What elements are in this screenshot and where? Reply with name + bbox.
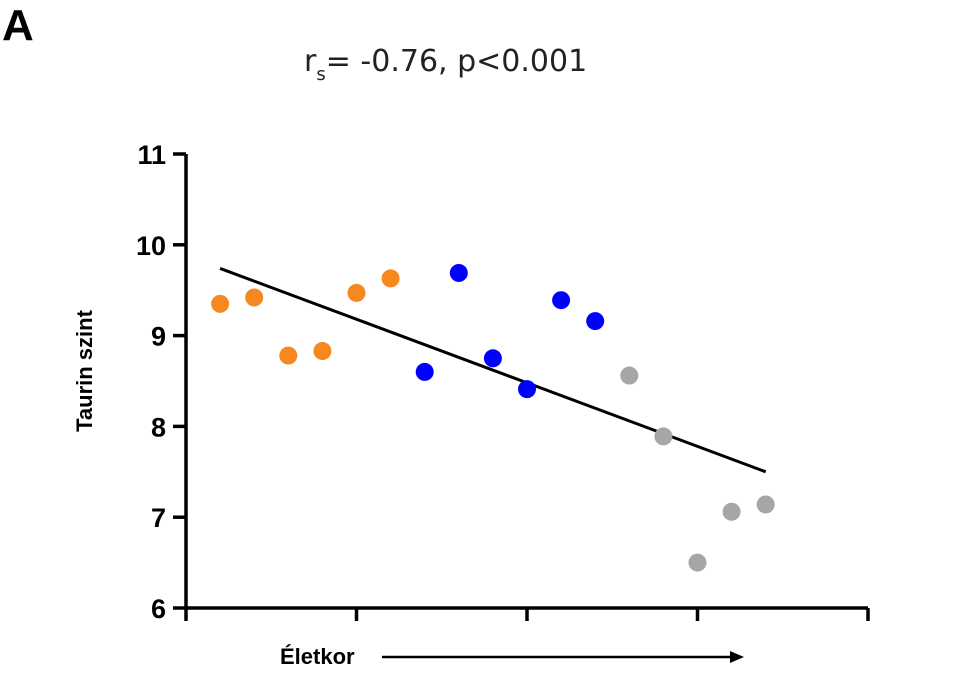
y-tick-label: 9	[151, 322, 166, 352]
data-point	[313, 342, 332, 361]
data-point	[483, 349, 502, 368]
chart-title: rs= -0.76, p<0.001	[304, 44, 587, 85]
title-rest: = -0.76, p<0.001	[326, 44, 587, 79]
title-r: r	[304, 44, 317, 79]
data-points	[211, 263, 775, 572]
data-point	[415, 362, 434, 381]
data-point	[347, 283, 366, 302]
x-axis-label: Életkor	[280, 644, 355, 669]
data-point	[688, 553, 707, 572]
data-point	[518, 380, 536, 399]
y-axis-label: Taurin szint	[72, 309, 97, 431]
trendline	[219, 267, 767, 474]
data-point	[211, 294, 230, 313]
y-tick-label: 10	[136, 231, 166, 261]
y-tick-label: 11	[137, 140, 166, 170]
y-tick-label: 7	[151, 503, 166, 533]
title-subscript: s	[316, 64, 325, 85]
axes: 6 7 8 9 10 11	[136, 140, 870, 624]
data-point	[620, 366, 639, 385]
panel-label: A	[2, 1, 34, 50]
data-point	[279, 346, 298, 365]
y-tick-label: 8	[151, 412, 166, 442]
data-point	[552, 291, 571, 310]
data-point	[586, 312, 605, 331]
data-point	[722, 502, 741, 521]
x-axis-arrow-head	[730, 651, 744, 663]
data-point	[654, 427, 673, 446]
data-point	[245, 288, 264, 307]
y-tick-label: 6	[151, 594, 166, 624]
trendline-group	[219, 267, 767, 474]
data-point	[756, 495, 775, 514]
data-point	[381, 269, 400, 288]
data-point	[449, 263, 468, 282]
